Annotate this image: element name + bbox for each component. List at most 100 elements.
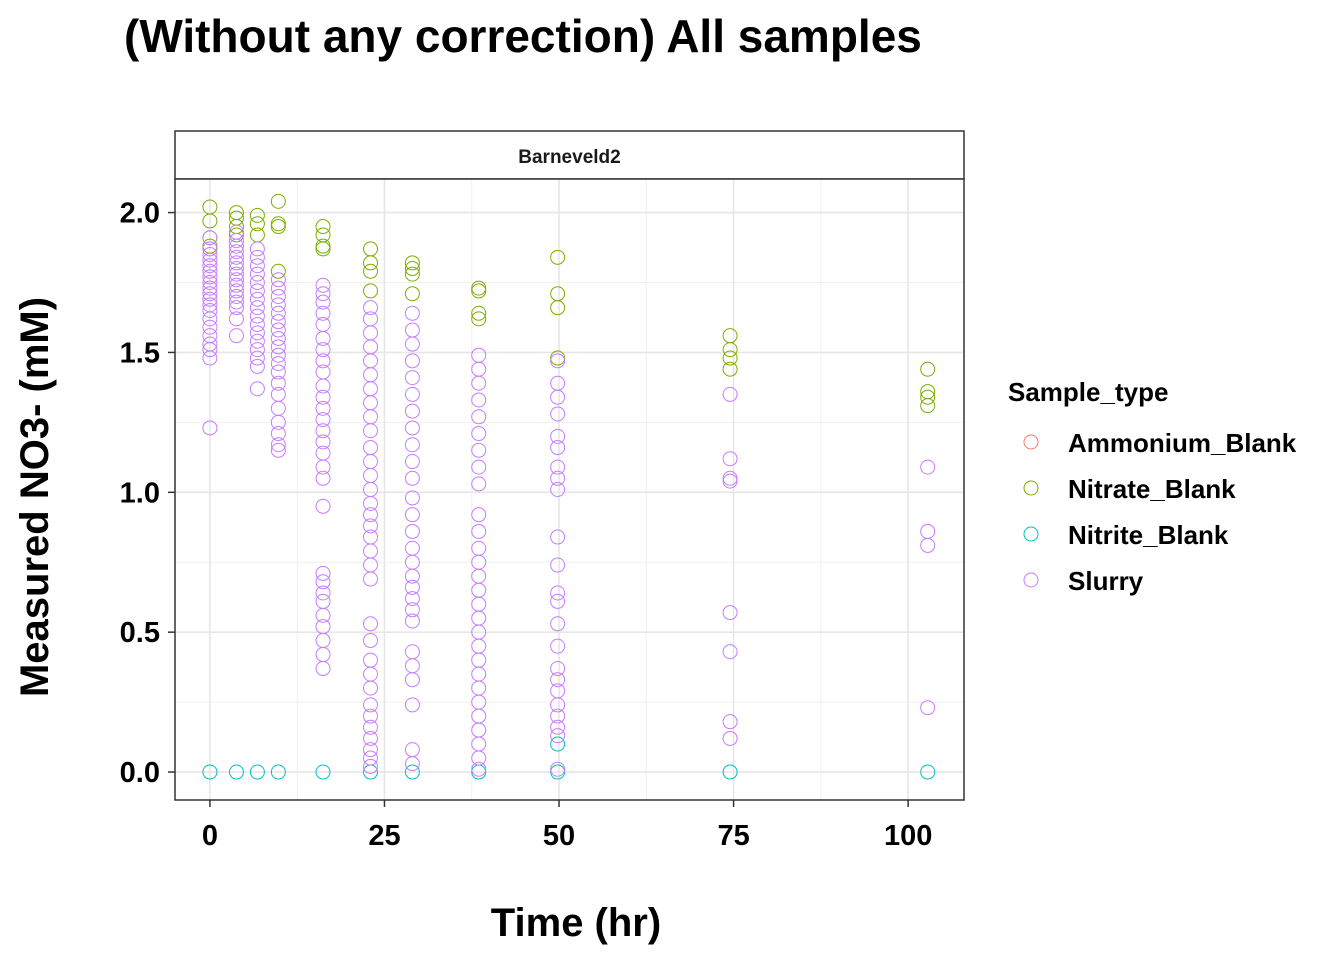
data-point bbox=[404, 454, 420, 470]
data-point bbox=[249, 241, 265, 257]
data-point bbox=[315, 400, 331, 416]
data-point bbox=[228, 255, 244, 271]
y-tick-label: 0.0 bbox=[120, 757, 160, 789]
data-point bbox=[315, 434, 331, 450]
data-point bbox=[920, 459, 936, 475]
data-point bbox=[270, 364, 286, 380]
x-tick-label: 75 bbox=[717, 820, 749, 852]
data-point bbox=[202, 302, 218, 318]
data-point bbox=[722, 361, 738, 377]
data-point bbox=[228, 227, 244, 243]
data-point bbox=[920, 389, 936, 405]
data-point bbox=[315, 241, 331, 257]
data-point bbox=[404, 370, 420, 386]
legend-key bbox=[1023, 480, 1039, 496]
legend-item: Slurry bbox=[1023, 566, 1144, 596]
data-point bbox=[920, 764, 936, 780]
x-axis: 0 25 50 75 100 bbox=[202, 800, 932, 852]
data-point bbox=[550, 428, 566, 444]
data-point bbox=[550, 585, 566, 601]
data-point bbox=[315, 294, 331, 310]
data-point bbox=[920, 700, 936, 716]
data-point bbox=[228, 283, 244, 299]
data-point bbox=[270, 219, 286, 235]
data-point bbox=[550, 672, 566, 688]
data-point bbox=[315, 585, 331, 601]
data-point bbox=[404, 255, 420, 271]
data-point bbox=[404, 697, 420, 713]
data-point bbox=[404, 305, 420, 321]
data-point bbox=[550, 728, 566, 744]
data-point bbox=[722, 644, 738, 660]
data-point bbox=[722, 451, 738, 467]
data-point bbox=[404, 591, 420, 607]
data-point bbox=[315, 764, 331, 780]
x-tick-label: 100 bbox=[884, 820, 932, 852]
data-point bbox=[471, 507, 487, 523]
data-point bbox=[249, 283, 265, 299]
data-point bbox=[202, 286, 218, 302]
data-points bbox=[202, 193, 936, 780]
data-point bbox=[270, 280, 286, 296]
x-axis-title: Time (hr) bbox=[491, 901, 661, 945]
data-point bbox=[404, 403, 420, 419]
data-point bbox=[404, 470, 420, 486]
data-point bbox=[550, 406, 566, 422]
data-point bbox=[722, 730, 738, 746]
data-point bbox=[404, 507, 420, 523]
data-point bbox=[363, 742, 379, 758]
y-tick-label: 0.5 bbox=[120, 617, 160, 649]
data-point bbox=[228, 238, 244, 254]
series-nitrite-blank bbox=[202, 736, 936, 780]
data-point bbox=[249, 275, 265, 290]
data-point bbox=[404, 286, 420, 302]
data-point bbox=[202, 350, 218, 366]
data-point bbox=[550, 482, 566, 497]
data-point bbox=[202, 269, 218, 285]
data-point bbox=[550, 593, 566, 609]
data-point bbox=[249, 350, 265, 366]
data-point bbox=[315, 607, 331, 623]
data-point bbox=[471, 392, 487, 408]
data-point bbox=[550, 389, 566, 405]
data-point bbox=[270, 339, 286, 355]
series-nitrate-blank bbox=[202, 193, 936, 414]
data-point bbox=[270, 414, 286, 430]
data-point bbox=[270, 216, 286, 232]
gridlines bbox=[175, 179, 964, 800]
data-point bbox=[315, 305, 331, 321]
data-point bbox=[202, 263, 218, 279]
data-point bbox=[270, 442, 286, 458]
data-point bbox=[228, 311, 244, 327]
data-point bbox=[249, 764, 265, 780]
data-point bbox=[228, 294, 244, 310]
legend-key bbox=[1023, 434, 1039, 450]
data-point bbox=[404, 523, 420, 539]
data-point bbox=[228, 288, 244, 304]
data-point bbox=[363, 255, 379, 271]
data-point bbox=[228, 272, 244, 288]
data-point bbox=[270, 375, 286, 391]
data-point bbox=[550, 661, 566, 677]
data-point bbox=[471, 280, 487, 296]
legend-key bbox=[1023, 526, 1039, 542]
data-point bbox=[363, 507, 379, 523]
data-point bbox=[404, 568, 420, 584]
data-point bbox=[270, 288, 286, 304]
data-point bbox=[249, 308, 265, 324]
data-point bbox=[722, 342, 738, 358]
data-point bbox=[404, 490, 420, 506]
legend-label: Slurry bbox=[1068, 566, 1144, 596]
data-point bbox=[270, 426, 286, 442]
data-point bbox=[202, 420, 218, 436]
data-point bbox=[363, 616, 379, 632]
data-point bbox=[550, 350, 566, 366]
data-point bbox=[270, 347, 286, 363]
data-point bbox=[722, 605, 738, 621]
data-point bbox=[228, 261, 244, 277]
data-point bbox=[249, 216, 265, 232]
data-point bbox=[228, 328, 244, 344]
data-point bbox=[404, 672, 420, 688]
data-point bbox=[249, 207, 265, 223]
